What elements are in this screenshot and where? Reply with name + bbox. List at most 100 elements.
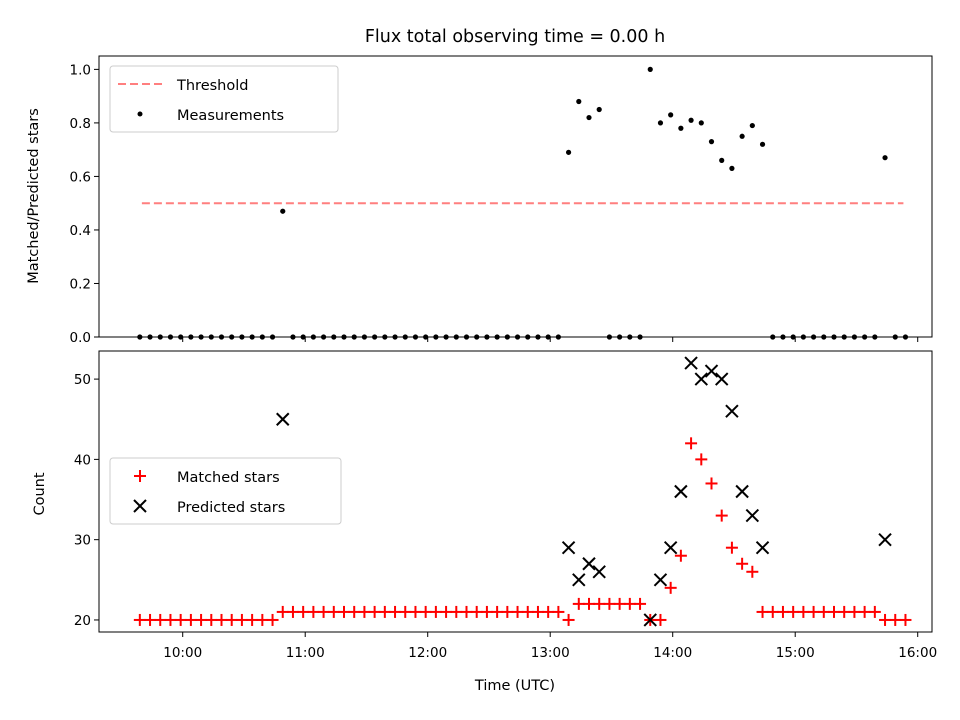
ytick-label: 0.8 [70, 116, 91, 132]
legend-predicted-label: Predicted stars [177, 500, 285, 516]
xtick-label: 16:00 [898, 645, 937, 661]
count-xticks: 10:00 11:00 12:00 13:00 14:00 15:00 16:00 [163, 632, 937, 661]
count-ylabel: Count [32, 472, 48, 515]
legend-threshold-label: Threshold [176, 78, 248, 94]
matched-stars-point [685, 437, 698, 450]
matched-stars-point [276, 605, 289, 618]
legend-frame [109, 65, 339, 133]
matched-stars-point [807, 605, 820, 618]
matched-stars-point [725, 541, 738, 554]
measurement-point [749, 122, 755, 129]
matched-stars-point [225, 613, 238, 626]
predicted-stars-point [674, 484, 688, 499]
ytick-label: 1.0 [70, 62, 91, 78]
matched-stars-point [389, 605, 402, 618]
measurement-point [280, 208, 286, 214]
ytick-label: 50 [74, 372, 91, 388]
measurement-point [678, 125, 684, 131]
matched-stars-point [674, 549, 687, 562]
ytick-label: 30 [74, 533, 91, 549]
ratio-ylabel: Matched/Predicted stars [26, 108, 42, 284]
count-xlabel: Time (UTC) [474, 678, 555, 694]
ratio-yticks: 0.0 0.2 0.4 0.6 0.8 1.0 [70, 62, 99, 346]
ratio-axes-frame [98, 55, 933, 338]
count-legend: Matched stars Predicted stars [109, 457, 342, 525]
matched-stars-point [868, 605, 881, 618]
predicted-stars-point [653, 573, 668, 587]
matched-stars-point [664, 581, 677, 594]
matched-stars-point [521, 605, 534, 618]
legend-measurements-swatch [137, 111, 143, 117]
measurement-point [882, 155, 888, 161]
matched-stars-point [307, 605, 320, 618]
matched-stars-point [776, 605, 789, 618]
matched-stars-point [715, 509, 728, 522]
predicted-stars-point [561, 540, 576, 555]
predicted-stars-point [582, 557, 596, 571]
predicted-stars-point [663, 540, 678, 555]
measurement-point [698, 120, 704, 126]
measurement-point [739, 133, 745, 139]
legend-matched-swatch [134, 470, 146, 482]
legend-matched-label: Matched stars [177, 470, 280, 486]
matched-stars-point [572, 597, 585, 610]
chart-title: Flux total observing time = 0.00 h [365, 27, 665, 47]
matched-stars-point [480, 605, 493, 618]
xtick-label: 13:00 [531, 645, 570, 661]
matched-stars-point [460, 605, 473, 618]
ytick-label: 20 [74, 613, 91, 629]
measurement-point [657, 120, 664, 126]
matched-stars-point [338, 605, 350, 618]
predicted-stars-point [878, 532, 892, 547]
measurement-point [596, 106, 602, 113]
matched-stars-point [695, 453, 708, 466]
matched-stars-point [899, 613, 912, 626]
matched-stars-point [470, 605, 483, 618]
matched-stars-point [889, 613, 902, 626]
legend-predicted-swatch [133, 499, 147, 513]
matched-stars-point [164, 613, 177, 626]
predicted-stars-point [715, 372, 729, 386]
matched-stars-point [746, 565, 759, 578]
matched-stars-point [583, 597, 595, 610]
matched-stars-point [133, 613, 146, 626]
ratio-xticks [182, 337, 919, 342]
matched-stars-point [552, 605, 565, 618]
matched-stars-point [440, 605, 453, 618]
matched-stars-point [174, 613, 187, 626]
matched-stars-point [797, 605, 810, 618]
matched-stars-point [501, 605, 514, 618]
matched-stars-point [511, 605, 524, 618]
matched-stars-point [562, 613, 575, 626]
matched-stars-point [603, 597, 616, 610]
matched-stars-point [144, 613, 157, 626]
matched-stars-point [368, 605, 381, 618]
matched-stars-point [531, 605, 544, 618]
measurement-point [688, 117, 694, 123]
matched-stars-point [195, 613, 208, 626]
predicted-stars-point [572, 573, 586, 587]
ytick-label: 40 [74, 452, 91, 468]
xtick-label: 14:00 [653, 645, 692, 661]
xtick-label: 12:00 [408, 645, 447, 661]
measurement-point [759, 141, 766, 147]
xtick-label: 11:00 [286, 645, 325, 661]
matched-stars-point [266, 613, 279, 626]
measurement-point [729, 165, 735, 171]
ytick-label: 0.0 [70, 330, 91, 346]
matched-stars-point [184, 613, 197, 626]
measurement-point [565, 149, 572, 155]
matched-stars-point [358, 605, 371, 618]
matched-stars-point [838, 605, 851, 618]
measurement-point [647, 66, 653, 72]
matched-stars-point [654, 613, 667, 626]
predicted-stars-point [755, 540, 770, 555]
predicted-stars-point [643, 613, 657, 627]
matched-stars-point [817, 605, 830, 618]
matched-stars-point [286, 605, 299, 618]
ratio-legend: Threshold Measurements [109, 65, 339, 133]
xtick-label: 15:00 [776, 645, 815, 661]
measurement-point [719, 157, 725, 163]
count-axes-frame [98, 350, 933, 633]
